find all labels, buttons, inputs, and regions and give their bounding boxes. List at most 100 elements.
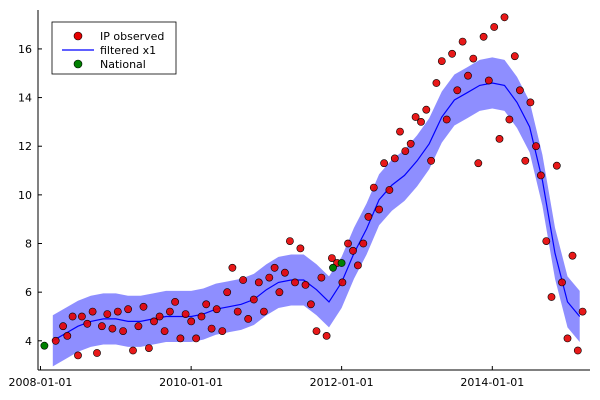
observed-point (144, 344, 153, 352)
observed-point (322, 331, 331, 340)
national-point (329, 263, 337, 272)
observed-point (448, 49, 456, 58)
y-tick-label: 14 (18, 92, 32, 105)
observed-point (124, 305, 133, 314)
national-point (40, 341, 49, 350)
y-tick-label: 10 (18, 189, 32, 202)
legend-marker (73, 59, 83, 69)
observed-point (51, 336, 60, 345)
observed-point (552, 161, 561, 170)
y-tick-label: 4 (25, 335, 32, 348)
observed-point (344, 239, 352, 248)
x-tick-label: 2012-01-01 (310, 376, 374, 389)
observed-point (275, 288, 284, 297)
observed-point (359, 239, 368, 248)
observed-point (223, 288, 232, 297)
observed-point (516, 86, 524, 95)
observed-point (171, 297, 179, 306)
observed-point (521, 156, 530, 165)
filtered-line (52, 82, 581, 342)
observed-point (532, 142, 540, 151)
observed-point (98, 322, 106, 331)
observed-point (134, 322, 143, 331)
legend-marker (73, 31, 83, 41)
observed-point (375, 205, 383, 214)
observed-point (78, 312, 86, 321)
observed-point (119, 327, 127, 335)
y-tick-label: 6 (25, 286, 32, 299)
observed-point (113, 307, 122, 316)
observed-point (285, 237, 294, 245)
observed-point (484, 76, 493, 85)
observed-point (176, 334, 185, 343)
observed-point (202, 300, 211, 309)
observed-point (568, 251, 577, 260)
observed-point (353, 261, 362, 270)
observed-point (296, 244, 305, 253)
observed-point (411, 113, 420, 121)
observed-point (369, 183, 378, 192)
y-tick-label: 8 (25, 238, 32, 251)
observed-point (490, 23, 499, 31)
observed-point (453, 86, 462, 95)
observed-points-layer (51, 13, 587, 360)
observed-point (291, 278, 299, 287)
observed-point (469, 54, 478, 63)
observed-point (103, 310, 112, 318)
observed-point (265, 273, 274, 282)
observed-point (464, 71, 472, 80)
observed-point (578, 307, 587, 316)
observed-point (396, 127, 404, 136)
observed-point (390, 154, 399, 163)
observed-point (93, 349, 101, 357)
observed-point (458, 37, 467, 46)
observed-point (526, 98, 535, 107)
observed-point (495, 134, 504, 143)
observed-point (312, 327, 321, 335)
observed-point (563, 334, 572, 343)
observed-point (542, 237, 551, 245)
observed-point (212, 305, 221, 314)
observed-point (401, 147, 410, 155)
y-tick-label: 12 (18, 140, 32, 153)
observed-point (249, 295, 258, 304)
observed-point (349, 246, 357, 255)
observed-point (437, 57, 446, 65)
observed-point (442, 115, 451, 124)
legend-box (51, 21, 177, 75)
observed-point (301, 280, 310, 289)
observed-point (338, 278, 347, 287)
observed-point (537, 171, 545, 180)
observed-point (422, 105, 431, 114)
observed-point (150, 317, 158, 326)
observed-point (406, 139, 415, 148)
observed-point (254, 278, 263, 287)
observed-point (192, 334, 200, 343)
observed-point (187, 317, 196, 326)
observed-point (129, 346, 137, 355)
observed-point (479, 32, 488, 41)
legend-label: filtered x1 (100, 44, 156, 57)
observed-point (68, 312, 77, 321)
observed-point (259, 307, 268, 316)
observed-point (573, 346, 582, 355)
filtered-band-layer (52, 57, 580, 367)
observed-point (63, 331, 72, 340)
observed-point (165, 307, 174, 316)
observed-point (228, 263, 237, 272)
observed-point (317, 273, 326, 282)
observed-point (427, 156, 435, 165)
observed-point (244, 314, 253, 323)
filtered-band (52, 57, 580, 367)
observed-point (558, 278, 566, 287)
legend-label: IP observed (100, 30, 164, 43)
observed-point (280, 268, 289, 277)
x-tick-label: 2008-01-01 (9, 376, 73, 389)
observed-point (306, 300, 315, 309)
y-tick-label: 16 (18, 43, 32, 56)
observed-point (505, 115, 514, 124)
national-point (337, 259, 346, 267)
observed-point (500, 13, 509, 22)
